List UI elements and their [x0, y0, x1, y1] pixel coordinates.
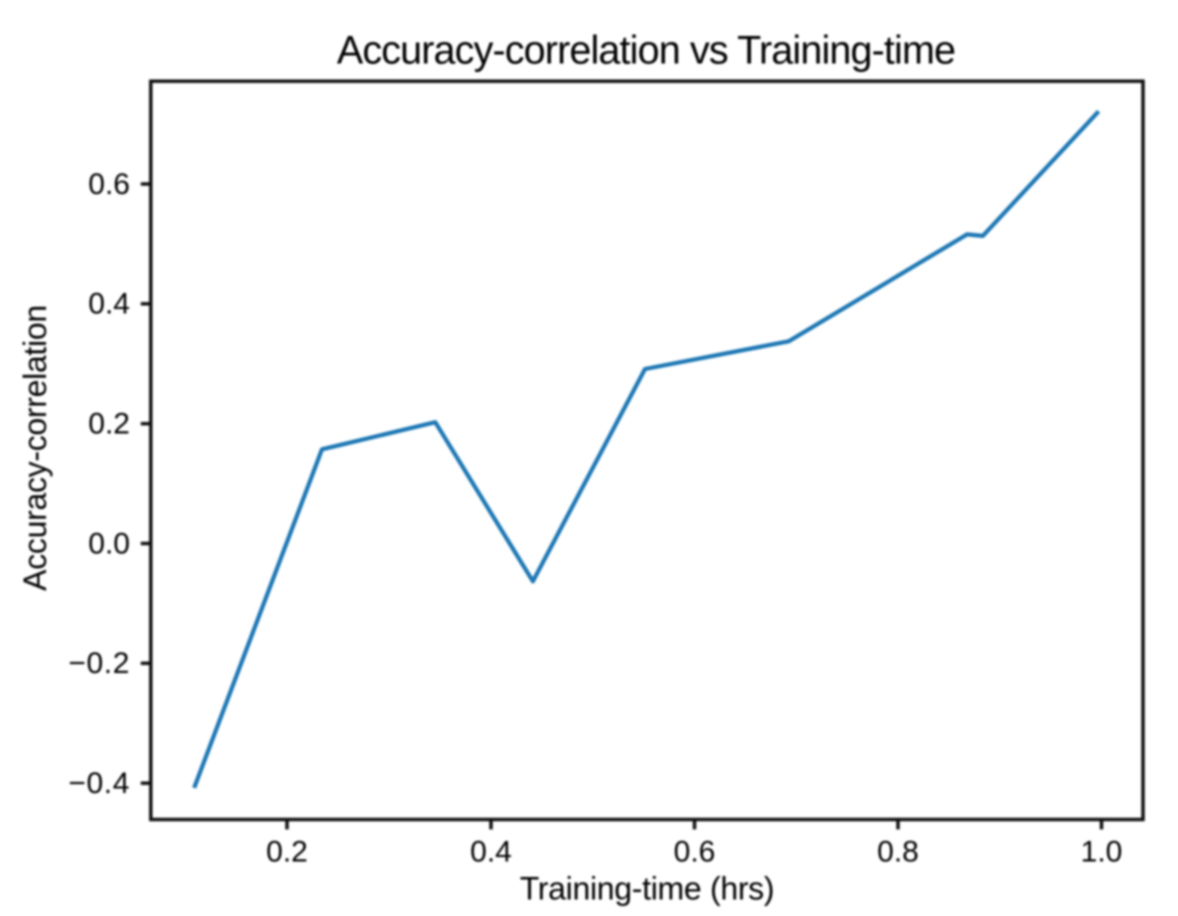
svg-text:Accuracy-correlation: Accuracy-correlation [17, 305, 53, 591]
svg-text:1.0: 1.0 [1081, 835, 1123, 868]
svg-text:0.2: 0.2 [266, 835, 308, 868]
svg-text:0.6: 0.6 [88, 168, 130, 201]
svg-text:0.6: 0.6 [674, 835, 716, 868]
svg-text:Training-time (hrs): Training-time (hrs) [520, 870, 775, 906]
svg-text:−0.4: −0.4 [68, 767, 130, 800]
svg-text:0.4: 0.4 [470, 835, 512, 868]
svg-text:0.8: 0.8 [877, 835, 919, 868]
svg-text:0.2: 0.2 [88, 408, 130, 441]
svg-text:0.4: 0.4 [88, 288, 130, 321]
svg-text:0.0: 0.0 [88, 527, 130, 560]
svg-text:−0.2: −0.2 [68, 647, 130, 680]
svg-text:Accuracy-correlation vs Traini: Accuracy-correlation vs Training-time [337, 29, 955, 73]
